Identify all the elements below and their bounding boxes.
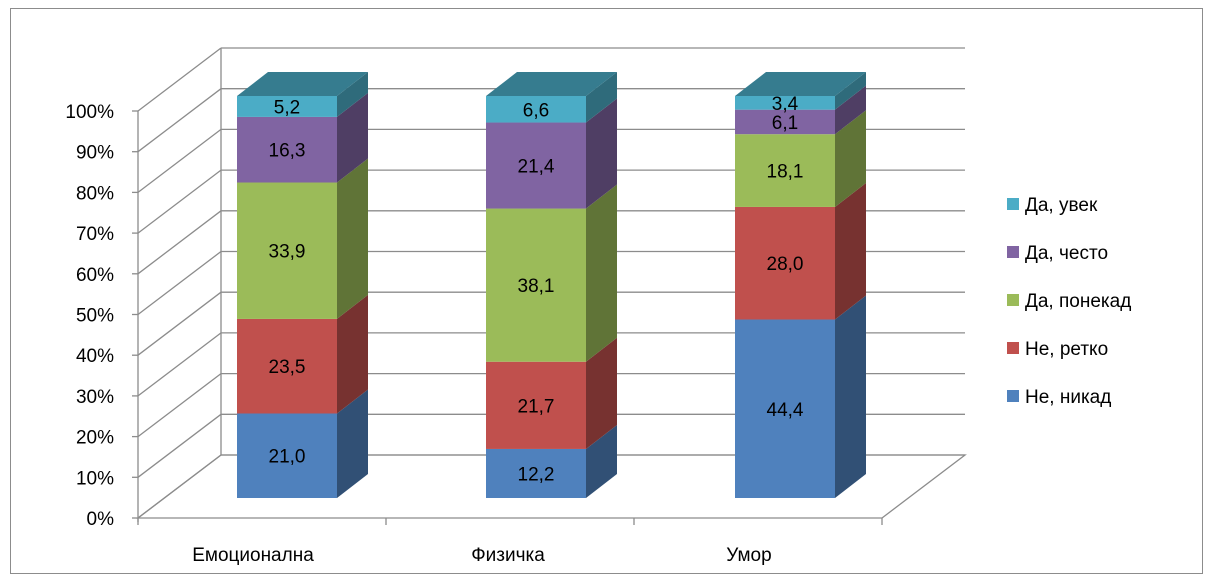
bar-segment xyxy=(237,318,337,414)
bar-segment-side xyxy=(586,184,617,362)
data-label: 23,5 xyxy=(269,357,306,378)
legend-label: Не, ретко xyxy=(1025,339,1108,360)
bar-segment xyxy=(237,182,337,319)
gridline-side xyxy=(137,291,222,356)
gridline-side xyxy=(137,413,222,478)
bar-stack-1 xyxy=(486,72,617,498)
legend-label: Не, никад xyxy=(1025,387,1111,408)
gridline-side xyxy=(137,169,222,234)
legend-swatch xyxy=(1007,246,1019,258)
bar-segment-side xyxy=(337,158,368,319)
bar-segment xyxy=(237,116,337,183)
bar-segment xyxy=(735,96,835,110)
y-tick-label: 30% xyxy=(76,387,114,408)
y-tick-label: 60% xyxy=(76,265,114,286)
bars xyxy=(237,72,866,498)
bar-segment xyxy=(486,361,586,449)
y-tick-labels: 0% 10% 20% 30% 40% 50% 60% 70% 80% 90% 100% xyxy=(65,102,114,530)
data-label: 6,6 xyxy=(523,100,549,121)
bar-segment-side xyxy=(586,424,617,498)
y-tick-label: 20% xyxy=(76,428,114,449)
bar-segment-side xyxy=(835,85,866,135)
data-label: 21,4 xyxy=(518,157,555,178)
y-tick-label: 0% xyxy=(87,509,115,530)
y-tick-label: 70% xyxy=(76,224,114,245)
legend-swatch xyxy=(1007,342,1019,354)
data-label: 6,1 xyxy=(772,113,798,134)
y-tick-label: 80% xyxy=(76,183,114,204)
data-label: 12,2 xyxy=(518,464,555,485)
data-labels: 21,0 23,5 33,9 16,3 5,2 12,2 21,7 38,1 21,4 6,6 44… xyxy=(269,94,804,486)
data-label: 38,1 xyxy=(518,276,555,297)
y-tick-label: 10% xyxy=(76,468,114,489)
category-label: Физичка xyxy=(471,545,545,566)
bar-stack-0 xyxy=(237,72,368,498)
bar-segment-side xyxy=(586,337,617,449)
bar-segment-side xyxy=(835,72,866,110)
bar-segment-side xyxy=(586,72,617,123)
bar-segment-side xyxy=(337,389,368,498)
y-tick-label: 40% xyxy=(76,346,114,367)
bar-stack-2 xyxy=(735,72,866,498)
gridline-side xyxy=(137,88,222,153)
data-label: 44,4 xyxy=(767,400,804,421)
data-label: 16,3 xyxy=(269,141,306,162)
y-tick-label: 90% xyxy=(76,143,114,164)
bar-segment-side xyxy=(835,295,866,498)
gridline-side xyxy=(137,332,222,397)
bar-segment xyxy=(486,208,586,362)
category-labels: Емоционална Физичка Умор xyxy=(192,545,772,566)
bar-segment xyxy=(735,109,835,135)
bar-top xyxy=(486,72,617,96)
bar-segment-side xyxy=(337,294,368,414)
legend: Да, увек Да, често Да, понекад Не, ретко Не,… xyxy=(1007,195,1131,408)
bar-segment xyxy=(735,134,835,207)
data-label: 5,2 xyxy=(274,97,300,118)
data-label: 33,9 xyxy=(269,242,306,263)
data-label: 21,7 xyxy=(518,396,555,417)
gridline-side xyxy=(137,210,222,275)
category-label: Емоционална xyxy=(192,545,314,566)
gridline-side xyxy=(137,128,222,193)
bar-segment xyxy=(237,413,337,498)
bar-segment xyxy=(486,96,586,123)
bar-segment xyxy=(237,96,337,117)
gridline-side xyxy=(137,373,222,438)
bar-segment-side xyxy=(835,110,866,207)
bar-segment-side xyxy=(337,92,368,183)
bar-segment-side xyxy=(586,98,617,209)
legend-swatch xyxy=(1007,294,1019,306)
gridline-side xyxy=(137,47,222,112)
legend-label: Да, увек xyxy=(1025,195,1098,216)
category-label: Умор xyxy=(726,545,771,566)
bar-segment xyxy=(735,319,835,498)
data-label: 21,0 xyxy=(269,447,306,468)
data-label: 3,4 xyxy=(772,94,799,115)
bar-top xyxy=(735,72,866,96)
bar-segment-side xyxy=(337,72,368,117)
axes xyxy=(132,110,967,525)
legend-swatch xyxy=(1007,198,1019,210)
bar-segment xyxy=(486,448,586,498)
legend-label: Да, понекад xyxy=(1025,291,1131,312)
bar-segment-side xyxy=(835,182,866,320)
data-label: 18,1 xyxy=(767,162,804,183)
data-label: 28,0 xyxy=(767,254,804,275)
gridline-side xyxy=(137,250,222,316)
y-tick-label: 50% xyxy=(76,306,114,327)
bar-segment xyxy=(486,122,586,209)
y-tick-label: 100% xyxy=(65,102,114,123)
bar-segment xyxy=(735,206,835,320)
legend-swatch xyxy=(1007,390,1019,402)
bar-top xyxy=(237,72,368,96)
legend-label: Да, често xyxy=(1025,243,1108,264)
